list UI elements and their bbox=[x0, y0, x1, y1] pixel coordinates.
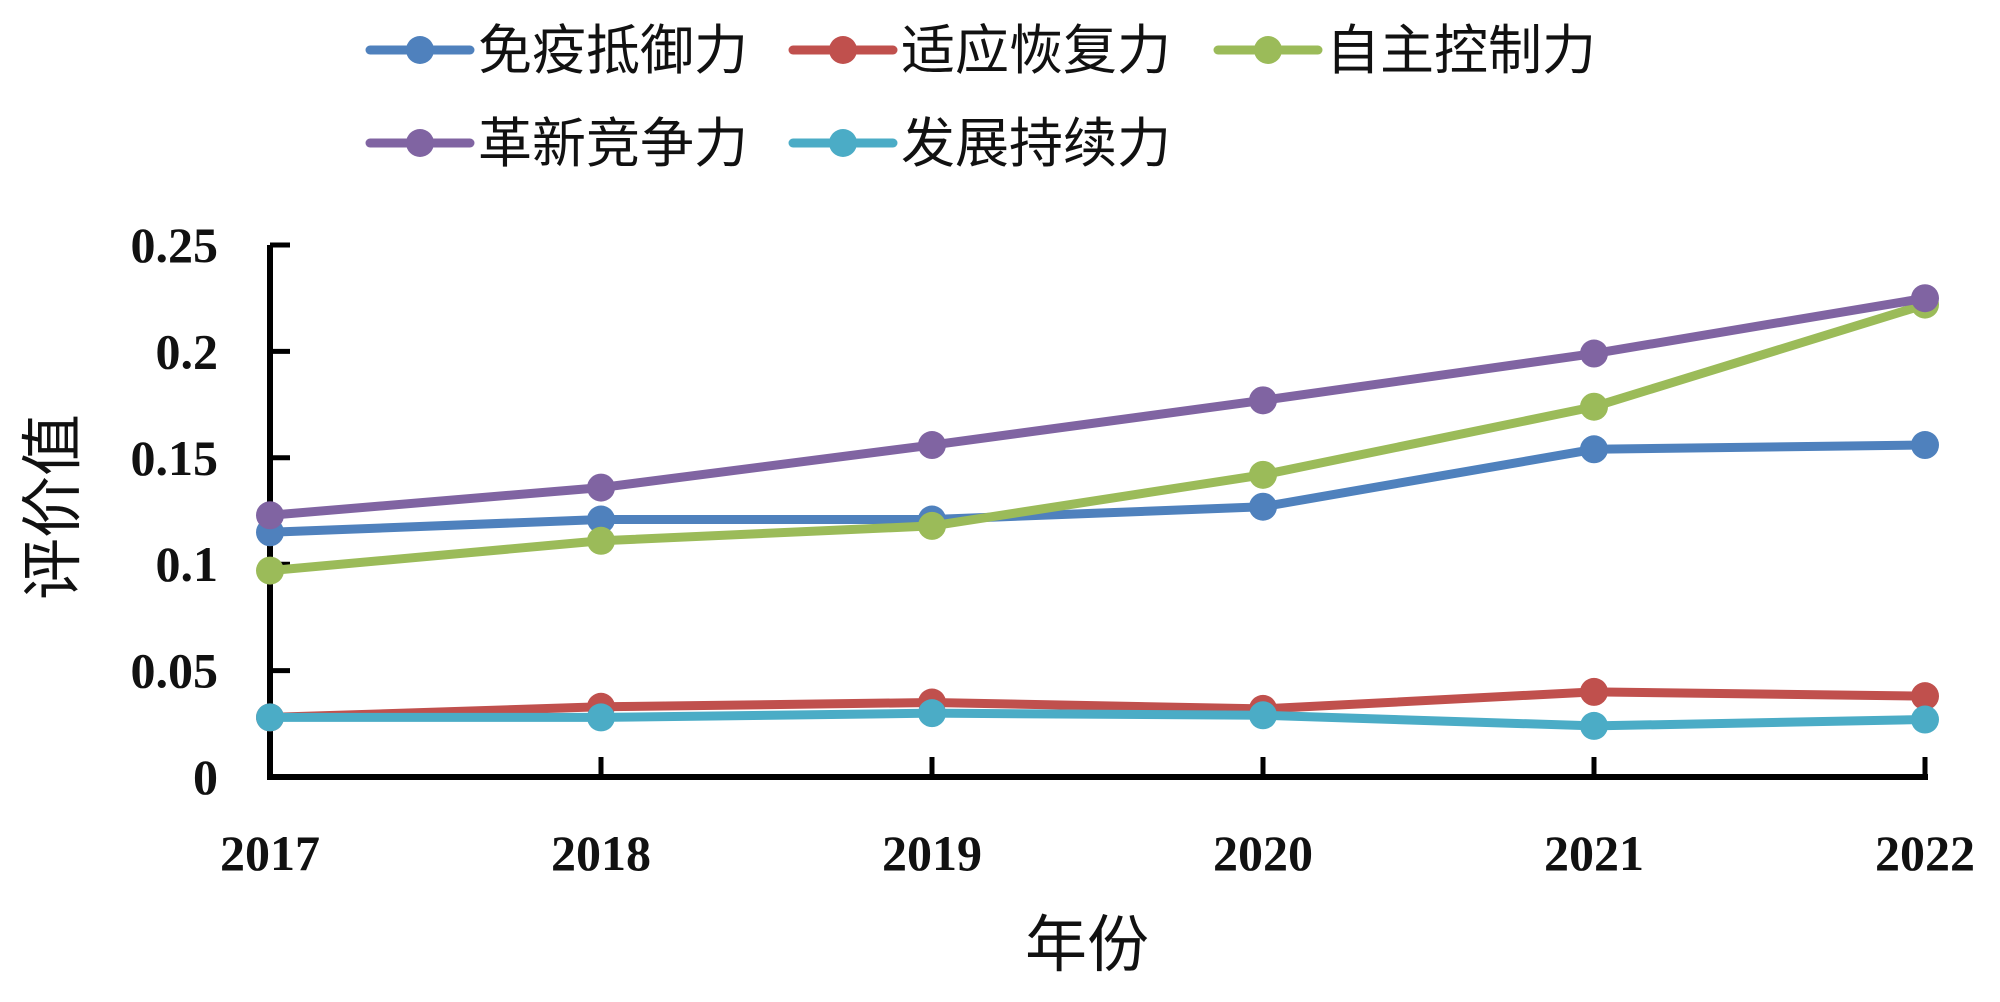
y-tick-label: 0.1 bbox=[156, 536, 219, 592]
x-tick-label: 2020 bbox=[1213, 825, 1313, 881]
data-point bbox=[1580, 392, 1608, 421]
data-point bbox=[1249, 492, 1277, 521]
legend-label: 革新竞争力 bbox=[478, 112, 748, 175]
y-tick-label: 0.25 bbox=[131, 217, 219, 273]
series-line bbox=[265, 293, 1930, 520]
x-tick-label: 2019 bbox=[882, 825, 982, 881]
y-tick-label: 0 bbox=[193, 749, 218, 805]
legend-swatch-marker bbox=[406, 129, 434, 157]
series-4 bbox=[256, 284, 1939, 530]
legend-label: 发展持续力 bbox=[901, 112, 1171, 175]
y-axis-title: 评价值 bbox=[16, 414, 89, 600]
data-point bbox=[1911, 705, 1939, 734]
series-lines bbox=[256, 284, 1939, 740]
data-point bbox=[1911, 682, 1939, 711]
series-line bbox=[265, 440, 1930, 537]
legend-label: 适应恢复力 bbox=[901, 19, 1171, 82]
data-point bbox=[256, 556, 284, 585]
data-point bbox=[1580, 339, 1608, 368]
data-point bbox=[918, 431, 946, 460]
series-line bbox=[265, 300, 1930, 576]
x-axis-title: 年份 bbox=[1025, 908, 1149, 981]
series-line bbox=[265, 708, 1930, 731]
data-point bbox=[1580, 435, 1608, 464]
axes: 0 0.05 0.1 0.15 0.2 0.25 2017 2018 2019 2020 2021 2… bbox=[131, 217, 1976, 881]
data-point bbox=[1911, 431, 1939, 460]
series-5 bbox=[256, 699, 1939, 740]
data-point bbox=[1249, 460, 1277, 489]
data-point bbox=[587, 526, 615, 555]
data-point bbox=[918, 699, 946, 728]
legend-label: 免疫抵御力 bbox=[478, 19, 748, 82]
data-point bbox=[1911, 284, 1939, 313]
data-point bbox=[918, 511, 946, 540]
x-tick-label: 2021 bbox=[1544, 825, 1644, 881]
legend-item: 自主控制力 bbox=[1213, 19, 1596, 82]
data-point bbox=[587, 703, 615, 732]
series-1 bbox=[256, 431, 1939, 547]
data-point bbox=[1580, 677, 1608, 706]
x-tick-label: 2017 bbox=[220, 825, 320, 881]
legend-swatch-marker bbox=[829, 129, 857, 157]
y-tick-label: 0.05 bbox=[131, 643, 219, 699]
legend-item: 免疫抵御力 bbox=[365, 19, 748, 82]
data-point bbox=[1580, 711, 1608, 740]
data-point bbox=[587, 505, 615, 534]
data-point bbox=[256, 703, 284, 732]
legend-item: 适应恢复力 bbox=[788, 19, 1171, 82]
x-tick-label: 2022 bbox=[1875, 825, 1975, 881]
y-tick-label: 0.15 bbox=[131, 430, 219, 486]
data-point bbox=[256, 501, 284, 530]
legend-item: 革新竞争力 bbox=[365, 112, 748, 175]
legend-label: 自主控制力 bbox=[1326, 19, 1596, 82]
series-line bbox=[265, 687, 1930, 722]
x-tick-label: 2018 bbox=[551, 825, 651, 881]
legend-swatch-marker bbox=[406, 36, 434, 64]
legend-swatch-marker bbox=[829, 36, 857, 64]
data-point bbox=[1249, 701, 1277, 730]
y-tick-label: 0.2 bbox=[156, 323, 219, 379]
data-point bbox=[1249, 386, 1277, 415]
data-point bbox=[587, 473, 615, 502]
legend-swatch-marker bbox=[1254, 36, 1282, 64]
legend-item: 发展持续力 bbox=[788, 112, 1171, 175]
